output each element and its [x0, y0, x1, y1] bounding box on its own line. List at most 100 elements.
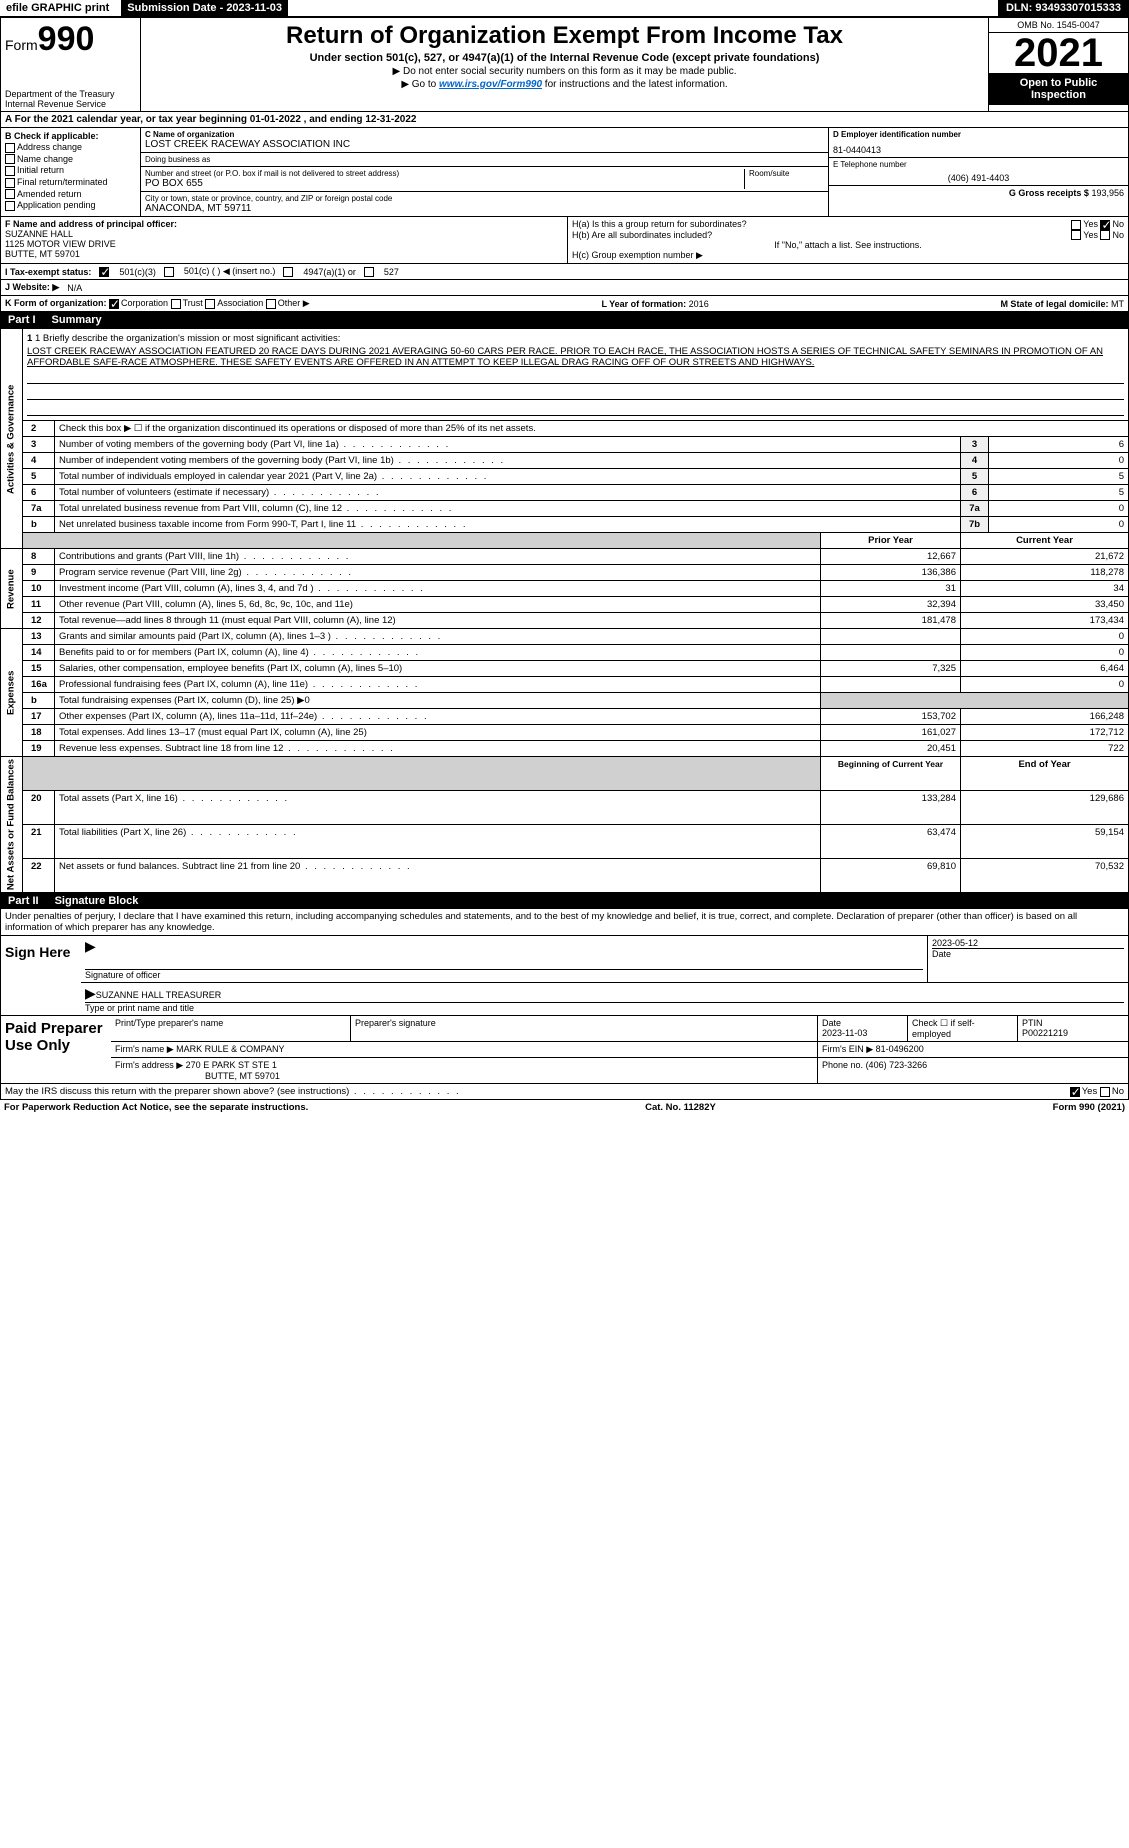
chk-amended[interactable]: [5, 189, 15, 199]
l12: Total revenue—add lines 8 through 11 (mu…: [55, 613, 821, 629]
p18: 161,027: [821, 725, 961, 741]
chk-ha-yes[interactable]: [1071, 220, 1081, 230]
l6-text: Total number of volunteers (estimate if …: [55, 485, 961, 501]
chk-discuss-yes[interactable]: [1070, 1087, 1080, 1097]
goto-pre: ▶ Go to: [401, 79, 439, 90]
lbl-527: 527: [384, 267, 399, 277]
chk-4947[interactable]: [283, 267, 293, 277]
l11: Other revenue (Part VIII, column (A), li…: [55, 597, 821, 613]
c8: 21,672: [961, 549, 1129, 565]
lbl-initial-return: Initial return: [17, 165, 64, 175]
form-title: Return of Organization Exempt From Incom…: [145, 22, 984, 50]
side-expenses: Expenses: [1, 629, 23, 757]
chk-501c[interactable]: [164, 267, 174, 277]
l4-text: Number of independent voting members of …: [55, 453, 961, 469]
chk-hb-yes[interactable]: [1071, 230, 1081, 240]
website-label: J Website: ▶: [5, 282, 59, 293]
p20: 133,284: [821, 791, 961, 825]
n16a: 16a: [23, 677, 55, 693]
n12: 12: [23, 613, 55, 629]
chk-trust[interactable]: [171, 299, 181, 309]
org-name-label: C Name of organization: [145, 130, 824, 139]
box-b-label: B Check if applicable:: [5, 131, 136, 141]
tax-year-range: A For the 2021 calendar year, or tax yea…: [0, 112, 1129, 128]
paid-prep-label: Paid Preparer Use Only: [1, 1016, 111, 1083]
c10: 34: [961, 581, 1129, 597]
v5: 5: [989, 469, 1129, 485]
chk-app-pending[interactable]: [5, 201, 15, 211]
state-domicile-label: M State of legal domicile:: [1000, 299, 1108, 309]
chk-hb-no[interactable]: [1100, 230, 1110, 240]
l5-text: Total number of individuals employed in …: [55, 469, 961, 485]
ein-label: D Employer identification number: [833, 130, 1124, 139]
p8: 12,667: [821, 549, 961, 565]
c22: 70,532: [961, 859, 1129, 893]
prior-hdr: Prior Year: [821, 533, 961, 549]
n7a: 7a: [23, 501, 55, 517]
prep-h3: Date: [822, 1018, 903, 1028]
c15: 6,464: [961, 661, 1129, 677]
chk-corp[interactable]: [109, 299, 119, 309]
dln-label: DLN: 93493307015333: [998, 0, 1129, 16]
tax-status-label: I Tax-exempt status:: [5, 267, 91, 277]
n14: 14: [23, 645, 55, 661]
irs-link[interactable]: www.irs.gov/Form990: [439, 79, 542, 90]
hb-yes: Yes: [1083, 230, 1098, 240]
l17: Other expenses (Part IX, column (A), lin…: [55, 709, 821, 725]
form-page: Form 990 (2021): [1053, 1102, 1125, 1113]
chk-ha-no[interactable]: [1100, 220, 1110, 230]
p11: 32,394: [821, 597, 961, 613]
chk-other[interactable]: [266, 299, 276, 309]
v4: 0: [989, 453, 1129, 469]
p14: [821, 645, 961, 661]
l20: Total assets (Part X, line 16): [55, 791, 821, 825]
discuss-yes: Yes: [1082, 1086, 1098, 1097]
side-revenue: Revenue: [1, 549, 23, 629]
lbl-address-change: Address change: [17, 142, 82, 152]
l9: Program service revenue (Part VIII, line…: [55, 565, 821, 581]
h-a-label: H(a) Is this a group return for subordin…: [572, 219, 747, 230]
lbl-final-return: Final return/terminated: [17, 177, 108, 187]
c17: 166,248: [961, 709, 1129, 725]
n21: 21: [23, 825, 55, 859]
chk-assoc[interactable]: [205, 299, 215, 309]
prep-h4: Check ☐ if self-employed: [908, 1016, 1018, 1041]
phone-label: E Telephone number: [833, 160, 1124, 169]
website-value: N/A: [67, 283, 82, 293]
officer-addr2: BUTTE, MT 59701: [5, 249, 563, 259]
chk-final-return[interactable]: [5, 178, 15, 188]
p22: 69,810: [821, 859, 961, 893]
p12: 181,478: [821, 613, 961, 629]
arrow-icon2: ▶: [85, 985, 96, 1001]
n11: 11: [23, 597, 55, 613]
officer-label: F Name and address of principal officer:: [5, 219, 563, 229]
n20: 20: [23, 791, 55, 825]
current-hdr: Current Year: [961, 533, 1129, 549]
v3: 6: [989, 437, 1129, 453]
state-domicile: MT: [1111, 299, 1124, 309]
chk-initial-return[interactable]: [5, 166, 15, 176]
prep-phone-label: Phone no.: [822, 1060, 863, 1070]
p19: 20,451: [821, 741, 961, 757]
l7b-text: Net unrelated business taxable income fr…: [55, 517, 961, 533]
efile-label: efile GRAPHIC print: [0, 0, 115, 16]
chk-501c3[interactable]: [99, 267, 109, 277]
chk-527[interactable]: [364, 267, 374, 277]
year-formation: 2016: [689, 299, 709, 309]
form-word: Form: [5, 37, 38, 53]
l14: Benefits paid to or for members (Part IX…: [55, 645, 821, 661]
goto-post: for instructions and the latest informat…: [542, 79, 728, 90]
arrow-icon: ▶: [85, 938, 96, 954]
chk-name-change[interactable]: [5, 154, 15, 164]
c21: 59,154: [961, 825, 1129, 859]
n13: 13: [23, 629, 55, 645]
ein-label2: Firm's EIN ▶: [822, 1044, 873, 1054]
phone-value: (406) 491-4403: [833, 173, 1124, 183]
n7b: b: [23, 517, 55, 533]
chk-address-change[interactable]: [5, 143, 15, 153]
prep-h5: PTIN: [1022, 1018, 1124, 1028]
chk-discuss-no[interactable]: [1100, 1087, 1110, 1097]
firm-addr2: BUTTE, MT 59701: [115, 1071, 813, 1081]
part2-num: Part II: [8, 895, 39, 907]
begin-hdr: Beginning of Current Year: [821, 757, 961, 791]
